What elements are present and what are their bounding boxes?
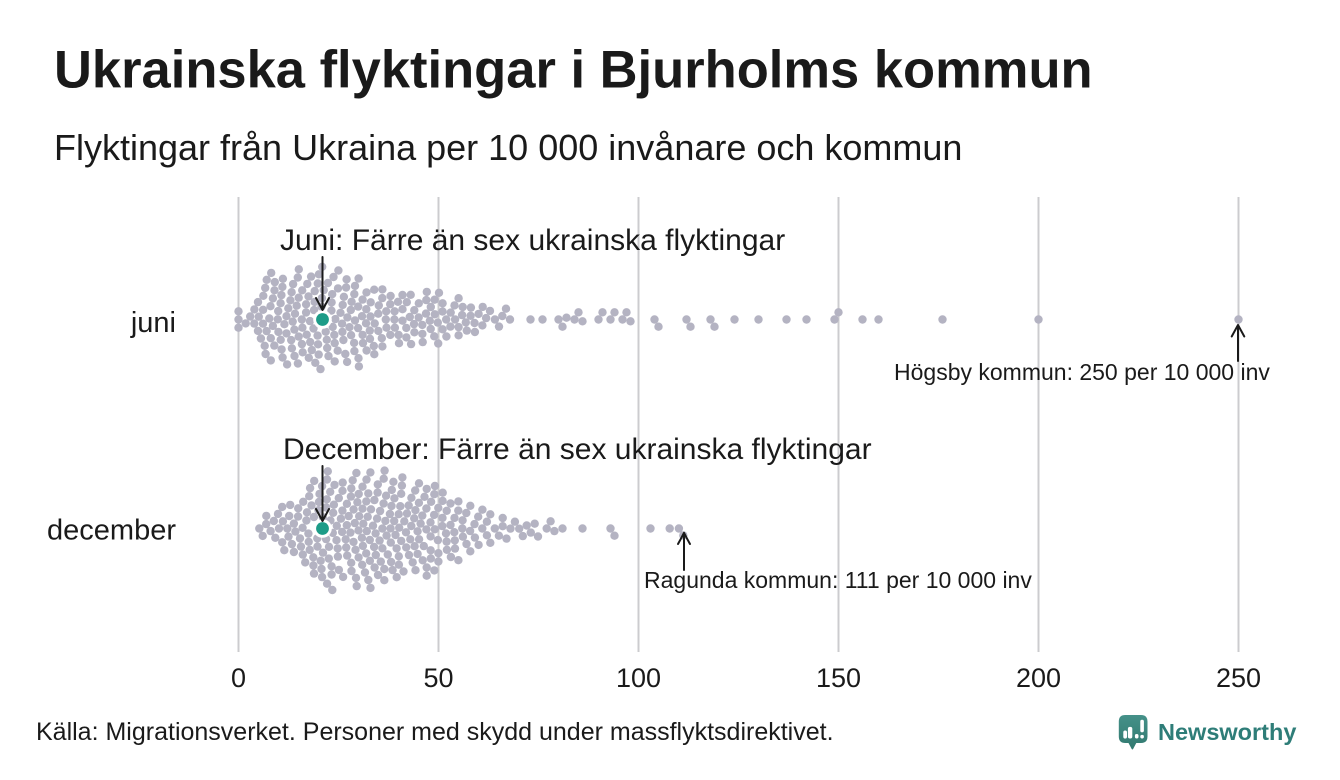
svg-text:Flyktingar från Ukraina per 10: Flyktingar från Ukraina per 10 000 invån… <box>54 127 962 168</box>
svg-text:Högsby kommun: 250 per 10 000: Högsby kommun: 250 per 10 000 inv <box>894 359 1270 385</box>
svg-text:0: 0 <box>231 663 246 693</box>
svg-text:150: 150 <box>816 663 861 693</box>
svg-text:Källa: Migrationsverket. Perso: Källa: Migrationsverket. Personer med sk… <box>36 718 834 746</box>
svg-text:Juni: Färre än sex ukrainska f: Juni: Färre än sex ukrainska flyktingar <box>280 224 785 257</box>
svg-text:50: 50 <box>423 663 453 693</box>
svg-text:juni: juni <box>130 307 176 339</box>
svg-text:100: 100 <box>616 663 661 693</box>
svg-text:Ukrainska flyktingar i Bjurhol: Ukrainska flyktingar i Bjurholms kommun <box>54 41 1093 100</box>
svg-text:December: Färre än sex ukrains: December: Färre än sex ukrainska flyktin… <box>283 433 872 466</box>
svg-text:200: 200 <box>1016 663 1061 693</box>
svg-text:Ragunda kommun: 111 per 10 000: Ragunda kommun: 111 per 10 000 inv <box>644 567 1032 593</box>
svg-text:december: december <box>47 515 176 547</box>
svg-text:Newsworthy: Newsworthy <box>1158 719 1296 745</box>
svg-text:250: 250 <box>1216 663 1261 693</box>
